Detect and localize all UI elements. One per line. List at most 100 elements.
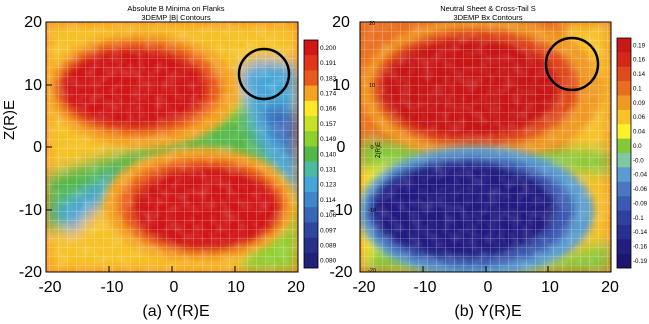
colorbar-label: 0.114	[320, 197, 336, 204]
panel-a-x-axis: -20 -10 0 10 20 (a) Y(R)E	[38, 266, 305, 320]
colorbar-label: 0.106	[320, 212, 337, 219]
panel-a-title: Absolute B Minima on Flanks	[127, 4, 224, 13]
colorbar-label: 0.191	[320, 60, 337, 67]
colorbar-swatch	[304, 222, 318, 238]
colorbar-swatch	[617, 38, 631, 53]
colorbar-label: 0.14	[633, 71, 646, 78]
colorbar-swatch	[617, 124, 631, 139]
panel-a-caption: (a) Y(R)E	[142, 303, 209, 320]
colorbar-swatch	[617, 109, 631, 125]
panel-b-inner-ytick: -20	[368, 268, 376, 274]
colorbar-label: 0.089	[320, 242, 337, 249]
colorbar-swatch	[304, 192, 318, 208]
panel-b-ytick: 20	[332, 14, 350, 31]
colorbar-swatch	[304, 131, 318, 147]
colorbar-swatch	[617, 167, 631, 183]
panel-a-xtick: -10	[100, 279, 123, 296]
colorbar-swatch	[617, 181, 631, 197]
panel-a-plot-area	[45, 21, 299, 273]
panel-b-ytick: 10	[332, 77, 350, 94]
colorbar-label: 0.1	[633, 85, 642, 92]
panel-a-ytick: 0	[33, 139, 42, 156]
panel-b-xtick: 10	[541, 279, 559, 296]
colorbar-label: -0.0	[633, 157, 644, 164]
panel-a-ytick: -10	[19, 202, 42, 219]
panel-a-ytick: 10	[24, 77, 42, 94]
colorbar-label: -0.09	[633, 200, 648, 207]
colorbar-swatch	[617, 138, 631, 154]
panel-a-xtick: -20	[38, 279, 61, 296]
panel-b-xtick: 20	[601, 279, 619, 296]
panel-a-xtick: 20	[287, 279, 305, 296]
panel-b-xtick: -20	[352, 279, 375, 296]
colorbar-label: 0.06	[633, 114, 646, 121]
panel-b-ytick: -20	[329, 264, 352, 281]
colorbar-swatch	[304, 116, 318, 132]
colorbar-label: 0.097	[320, 227, 337, 234]
colorbar-label: 0.19	[633, 42, 646, 49]
panel-a-subtitle: 3DEMP |B| Contours	[141, 13, 210, 22]
panel-b-inner-ytick: 20	[369, 21, 375, 27]
panel-a-y-axis: 20 10 0 -10 -20 Z(R)E	[1, 14, 52, 281]
colorbar-swatch	[304, 55, 318, 71]
panel-b-plot-area	[359, 21, 612, 273]
panel-a-ytick: 20	[24, 14, 42, 31]
colorbar-swatch	[617, 253, 631, 269]
panel-a-ytick: -20	[19, 264, 42, 281]
colorbar-label: 0.183	[320, 75, 337, 82]
panel-b-inner-ytick: -10	[368, 208, 376, 214]
colorbar-swatch	[304, 252, 318, 269]
colorbar-swatch	[617, 81, 631, 96]
colorbar-swatch	[304, 85, 318, 102]
colorbar-label: 0.131	[320, 166, 337, 173]
colorbar-swatch	[617, 210, 631, 226]
colorbar-swatch	[304, 40, 318, 56]
colorbar-label: -0.16	[633, 244, 648, 251]
colorbar-label: 0.123	[320, 182, 337, 189]
colorbar-label: 0.04	[633, 129, 646, 136]
colorbar-label: 0.0	[633, 143, 642, 150]
panel-b-y-axis: 20 10 0 -10 -20 20 10 0 -10 -20 Z(R)E	[329, 14, 382, 281]
colorbar-swatch	[304, 161, 318, 178]
colorbar-label: 0.140	[320, 151, 337, 158]
colorbar-swatch	[304, 176, 318, 193]
colorbar-swatch	[304, 237, 318, 254]
colorbar-swatch	[304, 70, 318, 86]
colorbar-label: 0.09	[633, 100, 646, 107]
panel-b-xtick: -10	[413, 279, 436, 296]
colorbar-swatch	[617, 52, 631, 68]
panel-b-caption: (b) Y(R)E	[454, 303, 521, 320]
panel-b-ytick: 0	[337, 139, 346, 156]
panel-b-x-axis: -20 -10 0 10 20 (b) Y(R)E	[352, 266, 619, 320]
colorbar-swatch	[617, 196, 631, 211]
panel-a-colorbar: 0.200 0.191 0.183 0.174 0.166 0.157 0.149 0.140…	[303, 39, 337, 269]
colorbar-label: 0.149	[320, 136, 337, 143]
panel-a: Absolute B Minima on Flanks 3DEMP |B| Co…	[1, 4, 337, 320]
colorbar-label: 0.16	[633, 57, 646, 64]
panel-a-xtick: 0	[170, 279, 179, 296]
panel-b: Neutral Sheet & Cross-Tail S 3DEMP Bx Co…	[329, 4, 647, 320]
colorbar-swatch	[617, 153, 631, 168]
panel-a-ylabel: Z(R)E	[1, 100, 18, 140]
colorbar-label: -0.1	[633, 215, 644, 222]
panel-b-title: Neutral Sheet & Cross-Tail S	[440, 4, 535, 13]
colorbar-swatch	[617, 239, 631, 254]
colorbar-frame	[303, 39, 319, 269]
panel-b-xtick: 0	[484, 279, 493, 296]
colorbar-label: -0.06	[633, 186, 648, 193]
colorbar-swatch	[304, 207, 318, 223]
colorbar-swatch	[304, 100, 318, 117]
colorbar-label: 0.157	[320, 121, 337, 128]
panel-b-ytick: -10	[329, 202, 352, 219]
colorbar-label: -0.19	[633, 258, 648, 265]
panel-a-marker-circle	[237, 47, 291, 101]
colorbar-swatch	[304, 146, 318, 162]
colorbar-swatch	[617, 224, 631, 240]
panel-b-subtitle: 3DEMP Bx Contours	[453, 13, 522, 22]
colorbar-label: 0.200	[320, 45, 337, 52]
panel-b-marker-circle	[544, 36, 600, 92]
colorbar-label: -0.14	[633, 229, 648, 236]
panel-a-xtick: 10	[227, 279, 245, 296]
panel-b-colorbar: 0.19 0.16 0.14 0.1 0.09 0.06 0.04 0.0 -0.0 -0.04 -…	[616, 37, 648, 269]
